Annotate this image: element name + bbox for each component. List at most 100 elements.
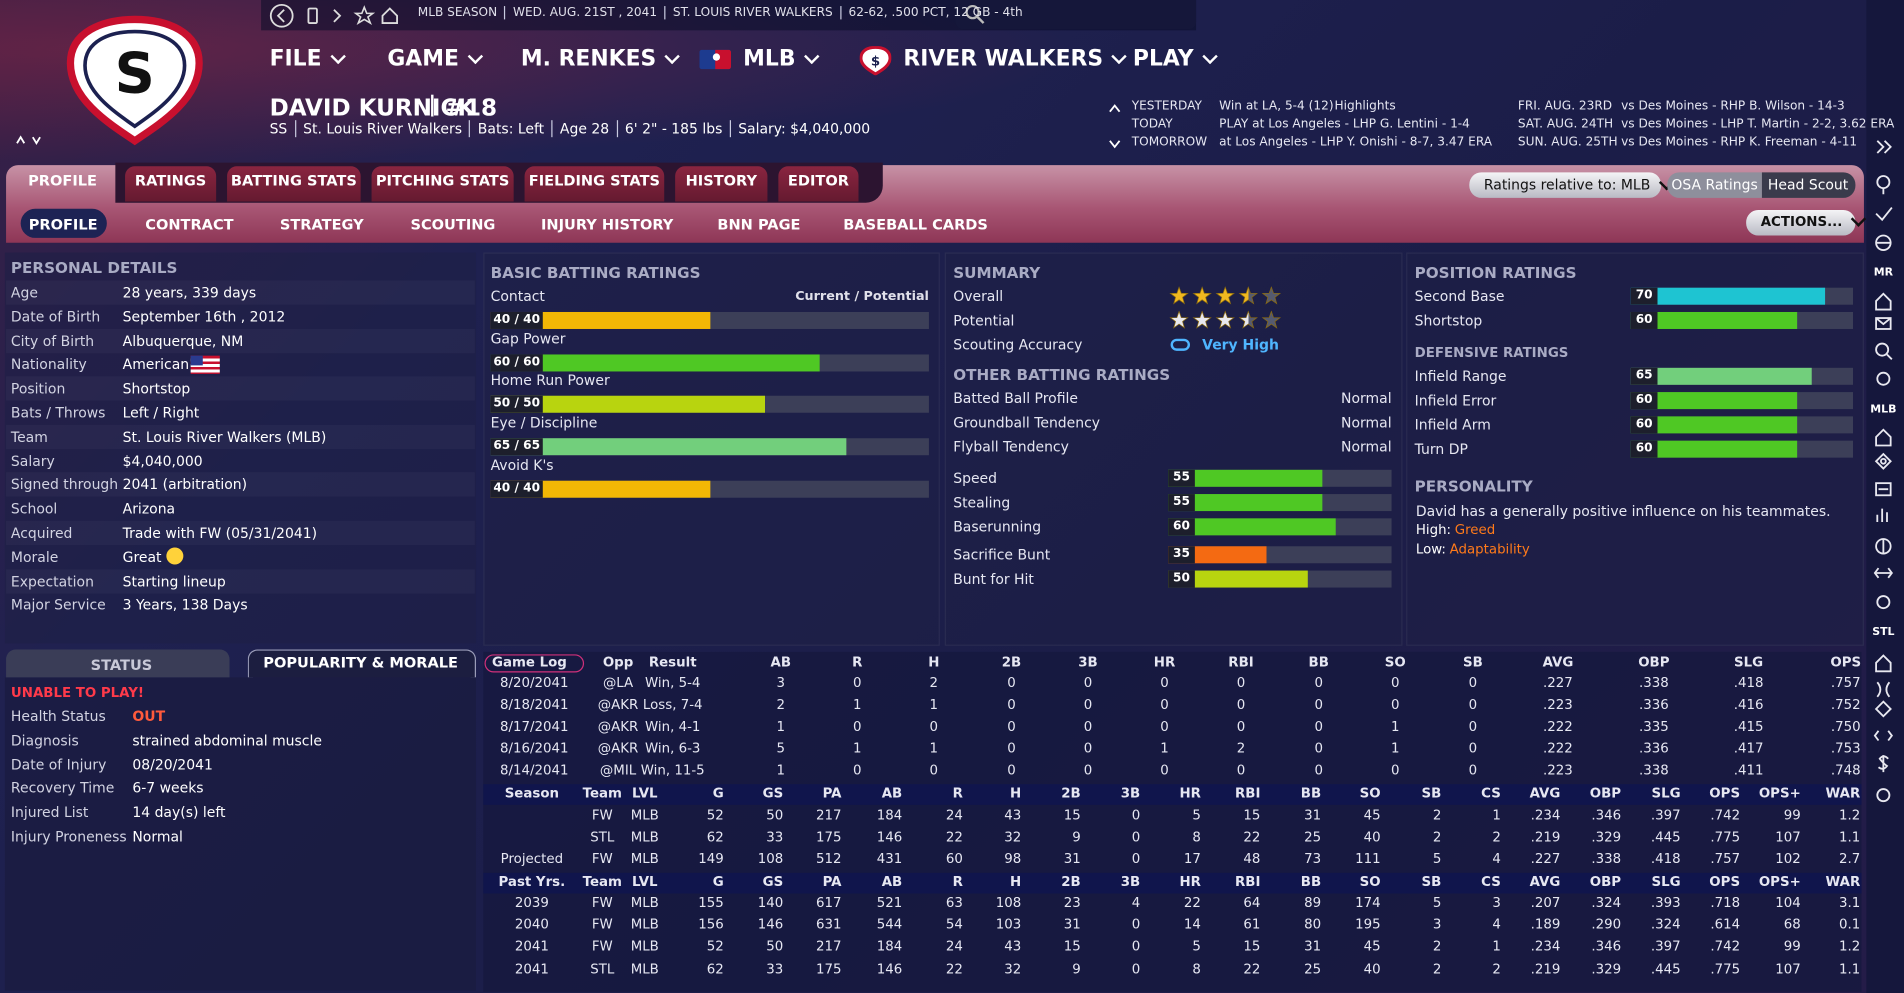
tab[interactable] [125, 166, 217, 202]
button[interactable] [1469, 172, 1662, 198]
tab[interactable] [524, 166, 665, 202]
menu-item[interactable]: PLAY [1132, 46, 1218, 72]
menu-label[interactable]: M. RENKES [520, 46, 657, 72]
status-tab[interactable] [6, 649, 230, 678]
table-cell: 0 [1083, 674, 1093, 691]
subtab-label[interactable]: CONTRACT [145, 216, 234, 234]
table-cell: 24 [945, 938, 963, 955]
table-cell: .219 [1530, 829, 1561, 846]
tab-label[interactable]: EDITOR [787, 172, 849, 190]
column-header: 3B [1078, 654, 1098, 671]
table-cell: FW [591, 938, 613, 955]
schedule-game[interactable]: Win at LA, 5-4 (12) [1219, 99, 1334, 113]
sort-arrows[interactable] [15, 134, 47, 149]
menu-label[interactable]: RIVER WALKERS [903, 46, 1104, 72]
subtab-label[interactable]: BASEBALL CARDS [843, 216, 988, 234]
schedule-link[interactable]: Highlights [1334, 99, 1396, 113]
search-icon[interactable] [965, 4, 985, 24]
table-cell: 107 [1775, 829, 1801, 846]
chevron[interactable] [1111, 48, 1128, 65]
rating-label: 50 / 50 [493, 397, 541, 411]
tab-label[interactable]: BATTING STATS [230, 172, 357, 190]
tab-label[interactable]: RATINGS [134, 172, 207, 190]
personality-text: David has a generally positive influence… [1415, 502, 1831, 520]
search-box[interactable] [955, 0, 1197, 30]
personality-trait[interactable]: Greed [1454, 521, 1496, 538]
table-cell: 108 [995, 894, 1022, 911]
status-tab[interactable] [247, 649, 477, 678]
menu-item[interactable]: FILE [269, 46, 346, 72]
chevron[interactable] [330, 48, 346, 65]
menu-label[interactable]: FILE [269, 46, 322, 72]
button-label[interactable]: Ratings relative to: MLB [1483, 174, 1675, 194]
schedule-game[interactable]: vs Des Moines - RHP K. Freeman - 4-11 [1621, 135, 1858, 150]
table-cell: MLB [630, 851, 659, 868]
column-header[interactable]: Game Log [491, 654, 567, 671]
tab-label[interactable]: PROFILE [28, 172, 97, 190]
status-value: Normal [132, 827, 183, 845]
table-cell: .338 [1638, 674, 1669, 691]
table-cell: .418 [1650, 851, 1681, 868]
tab[interactable] [227, 166, 361, 202]
button-text[interactable]: Ratings relative to: MLB [1483, 176, 1651, 194]
chevron[interactable] [664, 48, 681, 65]
name-separator [431, 94, 434, 117]
table-cell: 8 [1192, 960, 1201, 977]
menu-label[interactable]: MLB [743, 46, 796, 72]
chevron[interactable] [804, 48, 820, 65]
column-header: H [928, 654, 940, 671]
table-cell: .718 [1710, 894, 1741, 911]
button[interactable] [1761, 172, 1856, 198]
rating-label: 70 [1635, 288, 1653, 303]
button-label[interactable]: ACTIONS... [1760, 211, 1867, 230]
tab[interactable] [778, 166, 859, 202]
table-cell: .227 [1543, 674, 1573, 691]
button[interactable] [1746, 210, 1856, 236]
column-header: AVG [1529, 785, 1561, 802]
tab[interactable] [675, 166, 768, 202]
tendency-value: Normal [1341, 413, 1392, 431]
game-log-selector[interactable] [484, 654, 585, 673]
menu-item[interactable]: M. RENKES [520, 46, 681, 72]
status-tab-label[interactable]: POPULARITY & MORALE [263, 654, 459, 672]
subtab-label[interactable]: SCOUTING [410, 216, 496, 234]
schedule-game[interactable]: vs Des Moines - LHP T. Martin - 2-2, 3.6… [1621, 117, 1895, 132]
subtab-label[interactable]: PROFILE [28, 216, 98, 234]
table-cell: 2039 [514, 894, 549, 911]
button[interactable] [1667, 172, 1762, 198]
menu-item[interactable]: MLB [743, 46, 820, 72]
sidebar-icons[interactable] [1870, 134, 1902, 814]
table-cell: 3 [1492, 894, 1501, 911]
menu-label[interactable]: GAME [387, 46, 459, 72]
chevron[interactable] [1850, 211, 1867, 227]
table-cell: 0.1 [1839, 916, 1861, 933]
rating-label: 40 / 40 [493, 481, 541, 496]
tab-label[interactable]: FIELDING STATS [528, 172, 661, 190]
tab-label[interactable]: PITCHING STATS [375, 172, 510, 190]
tab-label[interactable]: HISTORY [685, 172, 757, 190]
menu-label[interactable]: PLAY [1132, 46, 1194, 72]
button-text[interactable]: ACTIONS... [1760, 213, 1843, 230]
status-value: 6-7 weeks [132, 779, 204, 797]
button-text[interactable]: Head Scout [1767, 176, 1849, 194]
status-tab-label[interactable]: STATUS [90, 656, 153, 674]
table-cell: 22 [1243, 960, 1261, 977]
button-text[interactable]: OSA Ratings [1671, 176, 1758, 194]
menu-item[interactable]: RIVER WALKERS [903, 46, 1128, 72]
nav-icons[interactable] [269, 3, 404, 28]
personality-trait[interactable]: Adaptability [1449, 541, 1530, 558]
schedule-game[interactable]: at Los Angeles - LHP Y. Onishi - 8-7, 3.… [1219, 135, 1493, 150]
subtab-label[interactable]: STRATEGY [279, 216, 364, 234]
menu-item[interactable]: GAME [387, 46, 484, 72]
schedule-game[interactable]: PLAY at Los Angeles - LHP G. Lentini - 1… [1219, 117, 1470, 132]
schedule-arrows[interactable] [1107, 102, 1122, 151]
chevron[interactable] [1202, 48, 1218, 65]
schedule-game[interactable]: vs Des Moines - RHP B. Wilson - 14-3 [1621, 99, 1845, 113]
subtab-label[interactable]: BNN PAGE [717, 216, 801, 234]
subtab-label[interactable]: INJURY HISTORY [540, 216, 674, 234]
tab[interactable] [371, 166, 514, 202]
chevron[interactable] [467, 48, 484, 65]
table-cell: 62 [706, 829, 724, 846]
table-cell: .338 [1638, 762, 1669, 779]
rating-name: Shortstop [1414, 311, 1483, 329]
